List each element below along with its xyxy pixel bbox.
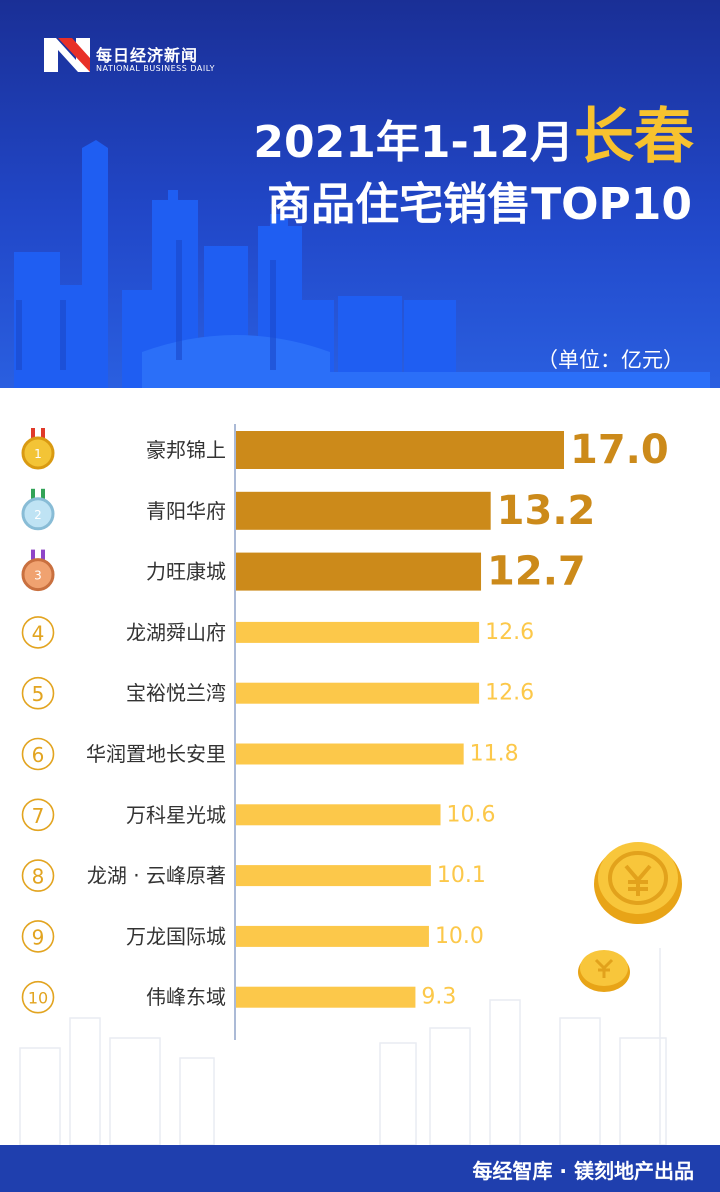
- coin-small-icon: [578, 950, 630, 992]
- category-label: 龙湖舜山府: [126, 620, 226, 644]
- category-label: 豪邦锦上: [146, 438, 226, 462]
- unit-label: （单位：亿元）: [537, 348, 684, 372]
- rank-circle-icon: [21, 980, 55, 1014]
- newspaper-logo-icon: [44, 38, 90, 72]
- rank-number: 8: [32, 865, 45, 889]
- medal-icon: [21, 558, 55, 592]
- bar: [236, 682, 480, 704]
- bar: [236, 431, 564, 469]
- title-prefix: 2021年1-12月: [253, 117, 574, 168]
- rank-number: 1: [34, 447, 42, 461]
- value-label: 12.6: [485, 681, 534, 706]
- coin-large-icon: [594, 842, 682, 924]
- category-label: 宝裕悦兰湾: [126, 681, 226, 705]
- footer-bar: 每经智库 · 镁刻地产出品: [0, 1145, 720, 1192]
- bar: [236, 865, 431, 887]
- rank-circle-icon: [21, 920, 55, 953]
- bar: [236, 743, 464, 765]
- rank-number: 4: [32, 621, 45, 645]
- rank-circle-icon: [21, 798, 55, 832]
- logo-subtitle: NATIONAL BUSINESS DAILY: [96, 64, 215, 73]
- bar: [236, 552, 482, 591]
- value-label: 10.0: [435, 924, 484, 949]
- value-label: 13.2: [497, 488, 596, 534]
- rank-number: 9: [32, 925, 45, 949]
- rank-circle-icon: [21, 616, 55, 649]
- title-line-2: 商品住宅销售TOP10: [267, 179, 692, 230]
- value-label: 10.1: [437, 863, 486, 888]
- category-label: 万科星光城: [126, 803, 226, 827]
- footer-credit: 每经智库 · 镁刻地产出品: [472, 1159, 694, 1183]
- bar-chart: 豪邦锦上 17.0 1 青阳华府 13.2 2 力旺康城 12.7 3 龙湖舜山府 12.6 4 宝裕悦…: [19, 424, 682, 1145]
- rank-circle-icon: [21, 737, 55, 771]
- bar: [236, 491, 491, 530]
- medal-ribbon-icon: [31, 549, 35, 560]
- title-line-1: 2021年1-12月长春: [253, 88, 694, 175]
- rank-circle-icon: [21, 676, 55, 710]
- medal-icon: [21, 436, 55, 470]
- logo-name: 每日经济新闻: [96, 46, 199, 65]
- category-label: 力旺康城: [146, 560, 226, 584]
- category-label: 伟峰东域: [146, 985, 226, 1009]
- rank-number: 10: [28, 989, 48, 1008]
- medal-ribbon-icon: [41, 488, 45, 499]
- rank-number: 6: [32, 743, 45, 767]
- value-label: 11.8: [470, 742, 519, 767]
- rank-number: 2: [34, 508, 42, 522]
- bar: [236, 804, 441, 826]
- category-label: 龙湖 · 云峰原著: [87, 864, 226, 888]
- rank-number: 7: [32, 804, 45, 828]
- bar: [236, 986, 416, 1008]
- medal-ribbon-icon: [41, 428, 45, 438]
- value-label: 17.0: [570, 427, 669, 473]
- rank-number: 3: [34, 569, 42, 583]
- value-label: 10.6: [447, 802, 496, 827]
- rank-number: 5: [32, 682, 45, 706]
- rank-circle-icon: [21, 859, 55, 892]
- medal-ribbon-icon: [41, 549, 45, 560]
- medal-ribbon-icon: [31, 488, 35, 499]
- value-label: 12.7: [487, 549, 586, 595]
- bar: [236, 621, 480, 643]
- value-label: 12.6: [485, 620, 534, 645]
- value-label: 9.3: [421, 985, 456, 1010]
- medal-icon: [21, 497, 55, 531]
- category-label: 华润置地长安里: [86, 742, 226, 766]
- category-label: 青阳华府: [146, 499, 226, 523]
- header-banner: 每日经济新闻 NATIONAL BUSINESS DAILY 2021年1-12…: [0, 0, 720, 388]
- city-skyline-illustration: [14, 140, 710, 388]
- bar: [236, 925, 429, 947]
- background-skyline-illustration: [19, 948, 667, 1145]
- medal-ribbon-icon: [31, 428, 35, 438]
- category-label: 万龙国际城: [126, 924, 226, 948]
- title-city: 长春: [574, 102, 694, 172]
